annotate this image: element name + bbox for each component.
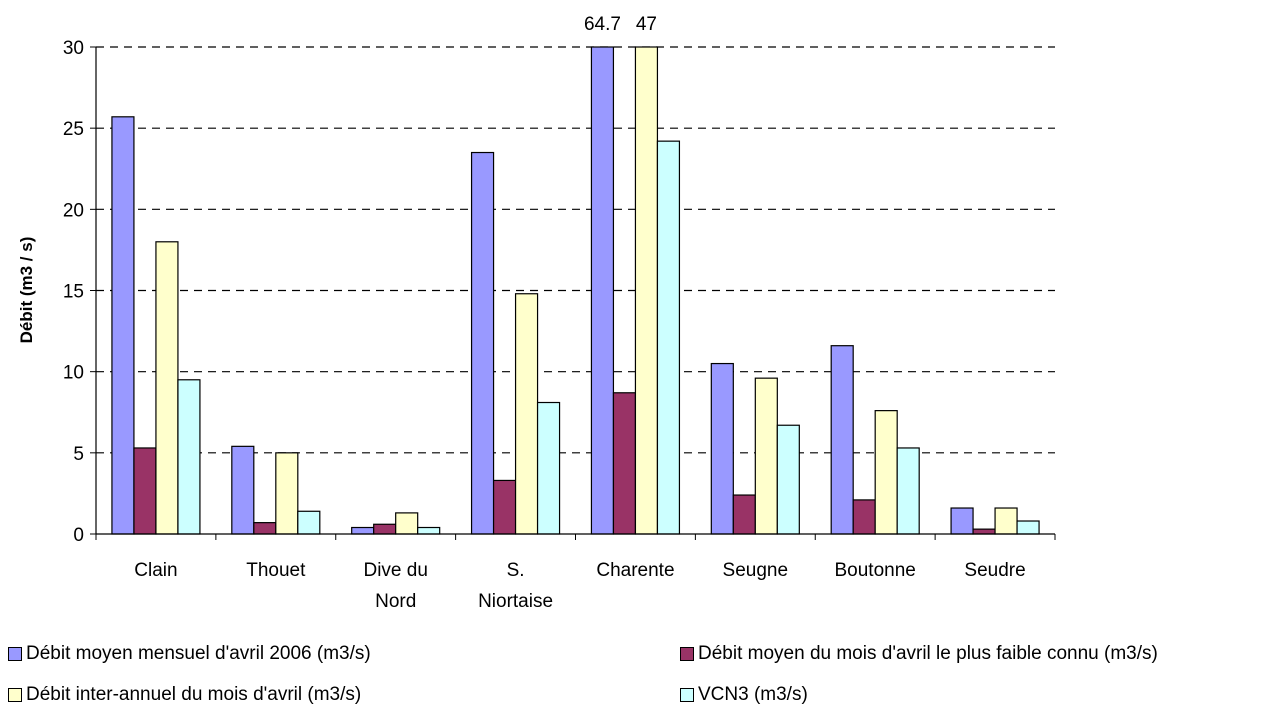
bar — [351, 526, 375, 535]
bars — [111, 46, 1040, 535]
bar — [612, 392, 637, 535]
bar — [732, 494, 756, 535]
legend-item-plus-faible: Débit moyen du mois d'avril le plus faib… — [680, 643, 1158, 665]
bar — [536, 401, 561, 535]
x-tick-label: Boutonne — [835, 560, 916, 581]
bar — [972, 528, 996, 535]
bar — [275, 452, 299, 535]
y-tick-label: 10 — [63, 363, 84, 384]
bar — [177, 379, 201, 535]
bar — [470, 151, 495, 535]
y-tick-label: 5 — [73, 444, 84, 465]
bar — [492, 479, 517, 535]
bar — [590, 46, 615, 535]
bar — [111, 116, 135, 535]
legend-swatch — [8, 647, 22, 661]
y-tick-label: 15 — [63, 282, 84, 303]
gridlines — [96, 46, 1055, 454]
bar — [874, 410, 898, 535]
legend-label: Débit moyen mensuel d'avril 2006 (m3/s) — [26, 643, 371, 664]
legend-swatch — [8, 688, 22, 702]
y-tick-label: 25 — [63, 119, 84, 140]
y-tick-label: 20 — [63, 200, 84, 221]
x-tick-label: Dive du Nord — [363, 560, 427, 612]
tick-labels: 0 5 10 15 20 25 30 Clain Thouet Dive du Nord S. Nior… — [63, 14, 1026, 612]
bar — [297, 510, 321, 535]
bar — [852, 499, 876, 535]
x-tick-label: Thouet — [246, 560, 306, 581]
legend-swatch — [680, 647, 694, 661]
legend-swatch — [680, 688, 694, 702]
x-tick-label: Clain — [134, 560, 177, 581]
legend-label: Débit inter-annuel du mois d'avril (m3/s… — [26, 684, 362, 705]
legend-item-inter-annuel: Débit inter-annuel du mois d'avril (m3/s… — [8, 684, 361, 706]
x-tick-label: Seudre — [964, 560, 1025, 581]
bar — [231, 445, 255, 535]
bar — [373, 523, 397, 535]
bar — [950, 507, 974, 535]
bar — [155, 241, 179, 535]
bar — [634, 46, 659, 535]
bar — [253, 522, 277, 535]
x-tick-label: Charente — [596, 560, 674, 581]
bar — [133, 447, 157, 535]
x-tick-label: S. Niortaise — [478, 560, 553, 612]
bar — [656, 140, 681, 535]
bar — [776, 424, 800, 535]
axes — [90, 46, 1056, 540]
bar — [1016, 520, 1040, 535]
legend-item-avril-2006: Débit moyen mensuel d'avril 2006 (m3/s) — [8, 643, 371, 665]
legend-item-vcn3: VCN3 (m3/s) — [680, 684, 808, 706]
bar — [710, 362, 734, 535]
y-tick-label: 0 — [73, 525, 84, 546]
bar — [417, 526, 441, 535]
legend-label: VCN3 (m3/s) — [698, 684, 808, 705]
bar — [896, 447, 920, 535]
data-label: 64.7 — [584, 14, 621, 35]
y-axis-label: Débit (m3 / s) — [17, 237, 36, 344]
x-tick-label: Seugne — [723, 560, 789, 581]
data-label: 47 — [636, 14, 657, 35]
bar — [994, 507, 1018, 535]
bar — [514, 293, 539, 535]
y-tick-label: 30 — [63, 38, 84, 59]
bar — [830, 345, 854, 535]
bar — [395, 512, 419, 535]
bar — [754, 377, 778, 535]
legend-label: Débit moyen du mois d'avril le plus faib… — [698, 643, 1158, 664]
